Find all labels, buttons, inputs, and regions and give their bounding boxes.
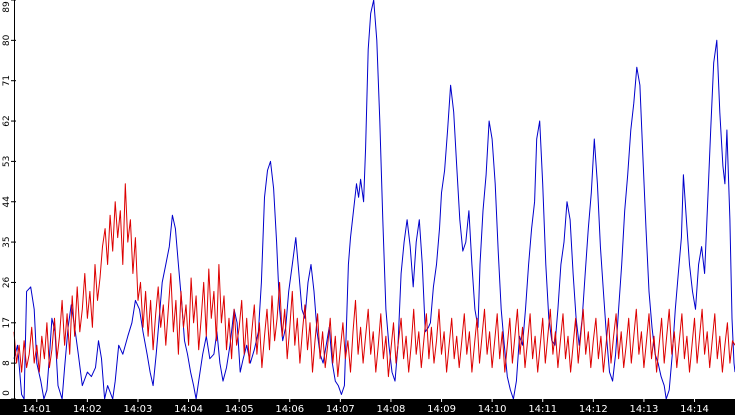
x-axis: 14:01 14:02 14:03 14:04 14:05 14:06 14:07 14:08… xyxy=(22,399,709,415)
y-tick-label: 26 xyxy=(2,276,12,288)
x-tick-label: 14:05 xyxy=(225,404,254,415)
y-tick-label: 53 xyxy=(2,156,12,167)
x-axis-band xyxy=(0,399,735,415)
y-axis: 0 8 17 26 35 44 53 62 71 80 89 xyxy=(2,0,16,400)
y-tick-label: 8 xyxy=(2,360,12,366)
y-tick-label: 44 xyxy=(2,196,12,208)
x-tick-label: 14:02 xyxy=(73,404,102,415)
plot-background xyxy=(14,0,735,399)
x-tick-label: 14:11 xyxy=(528,404,557,415)
x-tick-label: 14:08 xyxy=(377,404,406,415)
y-tick-label: 89 xyxy=(2,1,12,13)
y-tick-label: 0 xyxy=(2,390,12,396)
y-tick-label: 17 xyxy=(2,317,12,328)
series-line-1 xyxy=(13,183,735,378)
x-tick-label: 14:07 xyxy=(326,404,355,415)
x-tick-label: 14:01 xyxy=(22,404,51,415)
x-tick-label: 14:12 xyxy=(579,404,608,415)
y-tick-label: 71 xyxy=(2,75,12,86)
y-tick-label: 62 xyxy=(2,115,12,126)
x-tick-label: 14:14 xyxy=(680,404,709,415)
x-tick-label: 14:13 xyxy=(630,404,659,415)
x-tick-label: 14:10 xyxy=(478,404,507,415)
y-tick-label: 80 xyxy=(2,34,12,46)
x-tick-label: 14:06 xyxy=(275,404,304,415)
x-tick-label: 14:04 xyxy=(174,404,203,415)
x-tick-label: 14:09 xyxy=(427,404,456,415)
x-tick-label: 14:03 xyxy=(124,404,153,415)
y-tick-label: 35 xyxy=(2,236,12,247)
series-layer xyxy=(13,0,735,400)
